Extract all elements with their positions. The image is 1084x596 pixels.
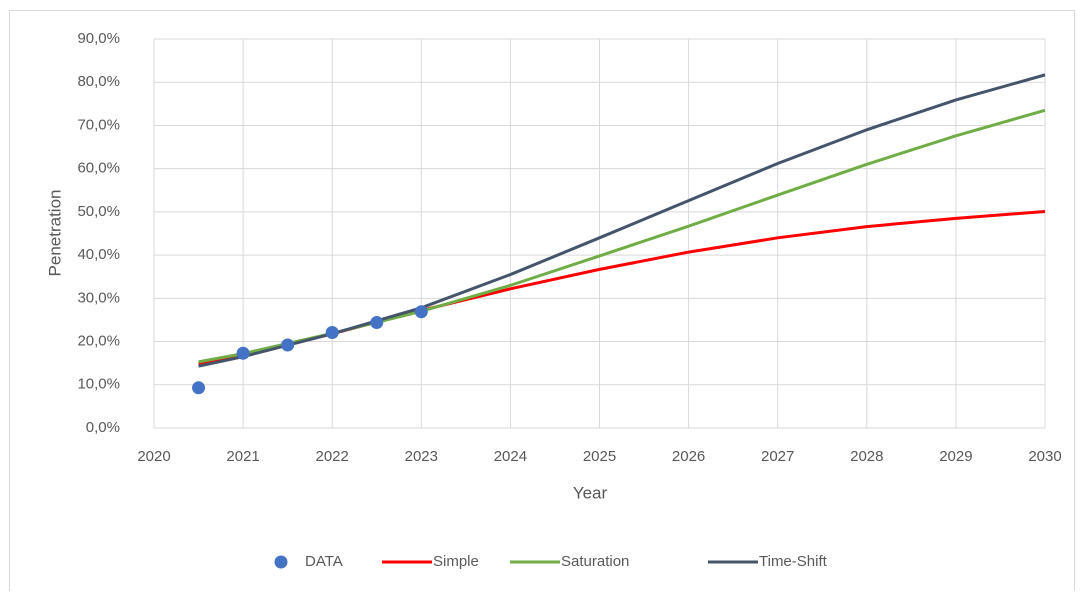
series-line (198, 108, 1046, 364)
data-point (281, 338, 295, 352)
legend-label: Time-Shift (759, 553, 828, 570)
data-point (370, 316, 384, 330)
x-axis-label: Year (573, 483, 608, 502)
legend-label: Saturation (561, 553, 629, 570)
data-point (325, 325, 339, 339)
x-tick-label: 2020 (137, 448, 170, 465)
x-tick-label: 2021 (226, 448, 259, 465)
chart-frame (9, 10, 1075, 596)
y-axis-label: Penetration (45, 190, 64, 277)
series-line (198, 73, 1046, 368)
y-tick-label: 0,0% (86, 419, 120, 436)
x-tick-label: 2029 (939, 448, 972, 465)
legend-marker (274, 555, 288, 569)
y-tick-label: 20,0% (77, 333, 120, 350)
data-point (192, 381, 206, 395)
y-tick-label: 90,0% (77, 30, 120, 47)
y-tick-label: 50,0% (77, 203, 120, 220)
x-tick-label: 2023 (405, 448, 438, 465)
y-tick-label: 10,0% (77, 376, 120, 393)
x-tick-label: 2024 (494, 448, 527, 465)
x-tick-label: 2026 (672, 448, 705, 465)
legend-label: DATA (305, 553, 343, 570)
x-tick-label: 2027 (761, 448, 794, 465)
y-tick-label: 60,0% (77, 160, 120, 177)
x-tick-label: 2030 (1028, 448, 1061, 465)
data-point (414, 305, 428, 319)
y-tick-label: 40,0% (77, 246, 120, 263)
x-tick-label: 2022 (316, 448, 349, 465)
y-tick-label: 70,0% (77, 116, 120, 133)
y-tick-label: 80,0% (77, 73, 120, 90)
legend-label: Simple (433, 553, 479, 570)
data-point (236, 346, 250, 360)
x-tick-label: 2028 (850, 448, 883, 465)
y-tick-label: 30,0% (77, 289, 120, 306)
x-tick-label: 2025 (583, 448, 616, 465)
